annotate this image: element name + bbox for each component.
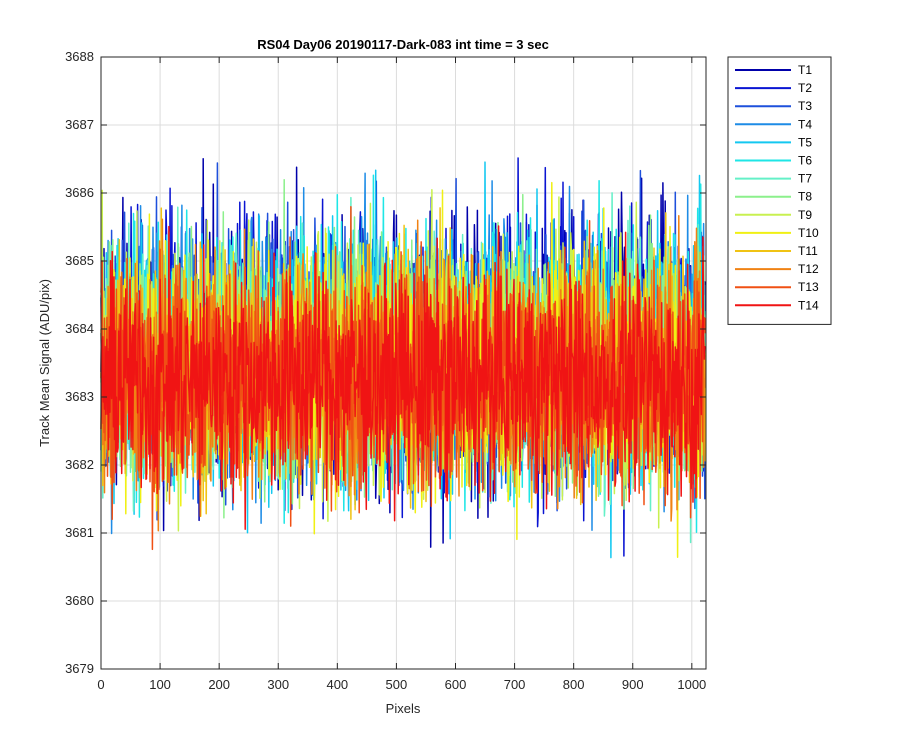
x-tick-label: 1000 (677, 677, 706, 692)
x-tick-label: 500 (386, 677, 408, 692)
axes (100, 56, 707, 670)
chart-title: RS04 Day06 20190117-Dark-083 int time = … (257, 37, 549, 52)
legend-label-t3: T3 (798, 99, 812, 113)
y-tick-label: 3687 (65, 117, 94, 132)
y-tick-label: 3683 (65, 389, 94, 404)
x-tick-label: 0 (97, 677, 104, 692)
legend-label-t7: T7 (798, 172, 812, 186)
y-tick-label: 3686 (65, 185, 94, 200)
x-tick-label: 300 (267, 677, 289, 692)
legend-label-t8: T8 (798, 190, 812, 204)
legend-label-t9: T9 (798, 208, 812, 222)
y-tick-label: 3682 (65, 457, 94, 472)
x-tick-labels: 0 100 200 300 400 500 600 700 800 900 1000 (97, 677, 706, 692)
x-axis-label: Pixels (386, 701, 421, 716)
y-tick-label: 3684 (65, 321, 94, 336)
legend-label-t13: T13 (798, 280, 819, 294)
x-tick-label: 800 (563, 677, 585, 692)
x-tick-label: 600 (445, 677, 467, 692)
x-tick-label: 100 (149, 677, 171, 692)
y-axis-label: Track Mean Signal (ADU/pix) (37, 279, 52, 447)
axes-box (100, 56, 707, 670)
x-tick-label: 700 (504, 677, 526, 692)
y-tick-labels: 3679 3680 3681 3682 3683 3684 3685 3686 3687 3688 (65, 49, 94, 676)
legend-box (727, 56, 832, 325)
y-tick-label: 3679 (65, 661, 94, 676)
legend-label-t5: T5 (798, 135, 812, 149)
legend-label-t14: T14 (798, 298, 819, 312)
legend-label-t10: T10 (798, 226, 819, 240)
x-tick-label: 900 (622, 677, 644, 692)
series-line-t14 (100, 225, 707, 531)
y-tick-label: 3681 (65, 525, 94, 540)
y-tick-label: 3685 (65, 253, 94, 268)
y-tick-label: 3680 (65, 593, 94, 608)
series-layer (100, 157, 707, 559)
legend-label-t12: T12 (798, 262, 819, 276)
x-tick-label: 200 (208, 677, 230, 692)
legend-label-t6: T6 (798, 154, 812, 168)
y-tick-label: 3688 (65, 49, 94, 64)
legend-label-t4: T4 (798, 117, 812, 131)
legend-label-t2: T2 (798, 81, 812, 95)
legend-label-t11: T11 (798, 244, 818, 258)
legend: T1 T2 T3 T4 T5 T6 T7 T8 T9 T10 T11 T12 T13 T14 (727, 56, 832, 325)
x-tick-label: 400 (326, 677, 348, 692)
legend-label-t1: T1 (798, 63, 812, 77)
